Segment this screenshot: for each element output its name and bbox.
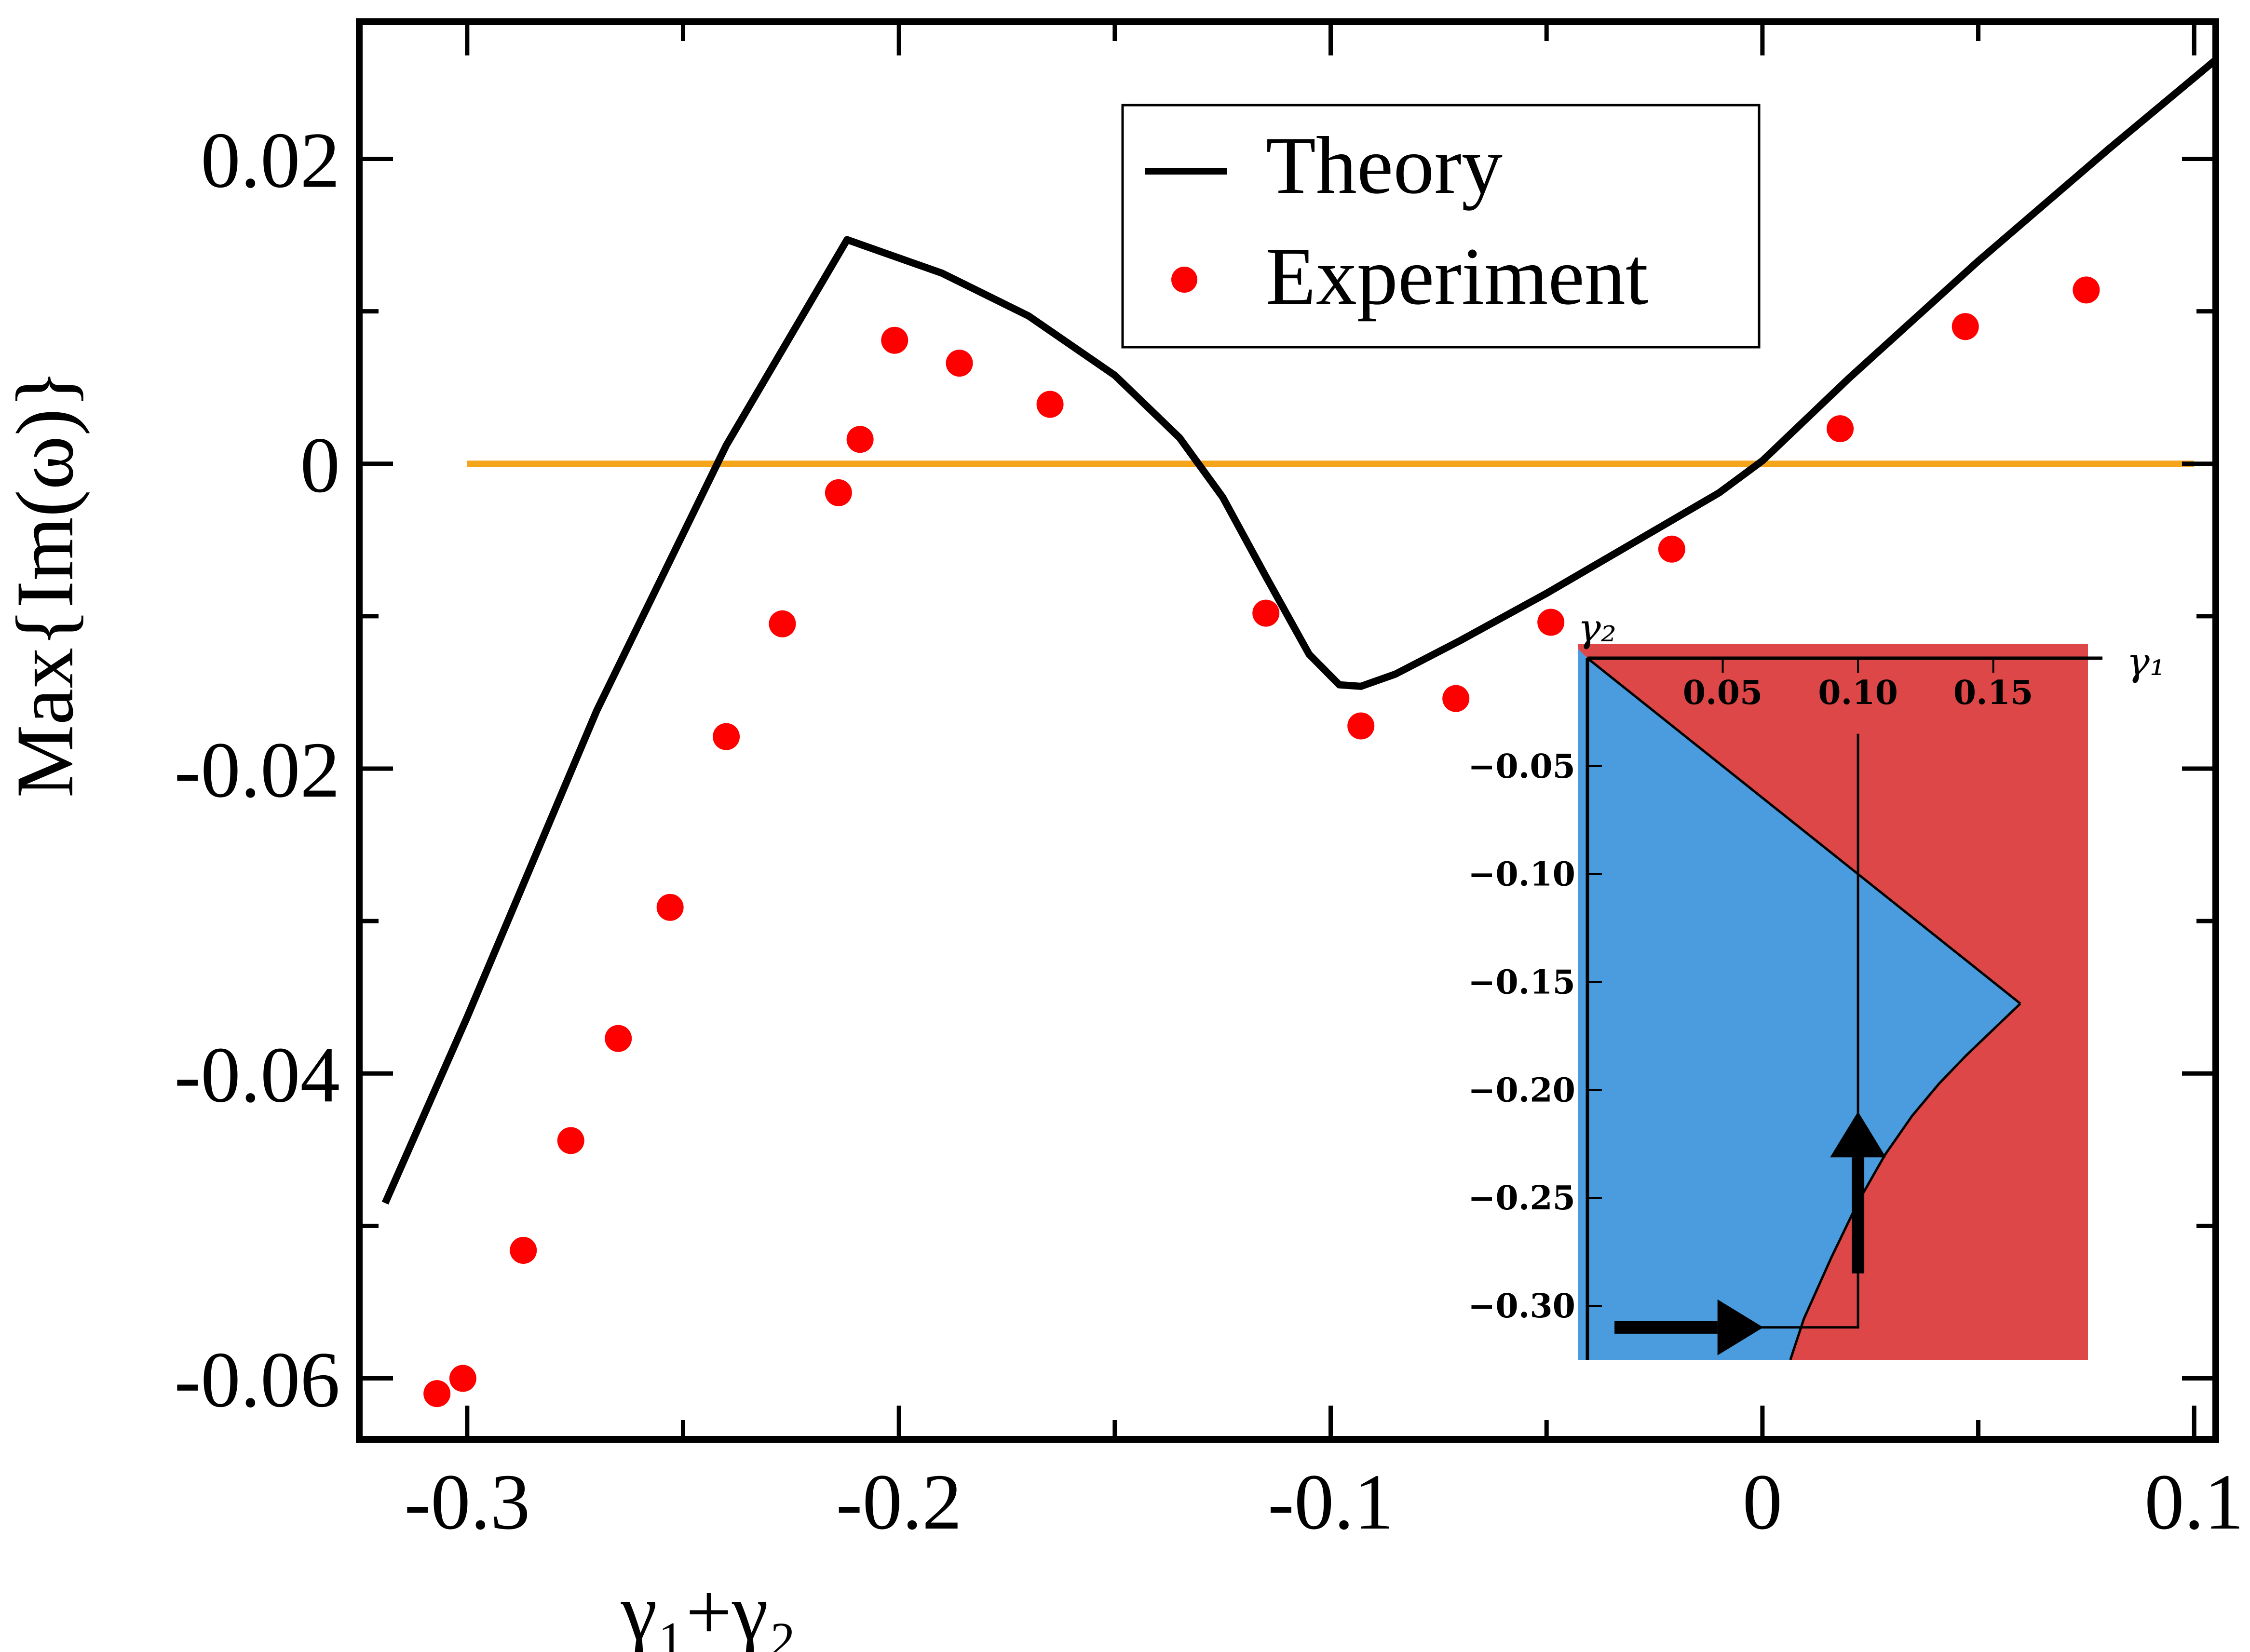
inset-arrow-vertical-head — [1830, 1111, 1886, 1158]
experiment-point — [881, 326, 908, 354]
experiment-point — [1347, 712, 1375, 740]
x-tick-label: 0.1 — [2144, 1458, 2244, 1546]
inset-stable-region — [1578, 649, 2020, 1360]
axis-labels: γ₁+γ₂ Max{Im(ω)} — [0, 369, 797, 1652]
y-tick-label: -0.04 — [174, 1030, 340, 1119]
x-tick-label: -0.3 — [404, 1458, 530, 1546]
theory-line — [381, 57, 2218, 1205]
experiment-point — [656, 894, 684, 921]
experiment-point — [1827, 415, 1854, 443]
experiment-point — [510, 1237, 537, 1264]
x-axis-label: γ₁+γ₂ — [621, 1567, 797, 1652]
inset-x-tick-label: 0.15 — [1953, 674, 2033, 712]
experiment-point — [946, 350, 973, 377]
inset-y-tick-label: −0.25 — [1468, 1179, 1575, 1218]
y-tick-label: -0.02 — [174, 726, 340, 814]
inset-x-tick-label: 0.10 — [1818, 674, 1898, 712]
x-tick-label: -0.1 — [1268, 1458, 1394, 1546]
inset-y-tick-label: −0.10 — [1468, 855, 1575, 894]
theory-series — [381, 57, 2218, 1205]
experiment-point — [1658, 535, 1685, 563]
inset-region-map: 0.05 0.10 0.15 −0.05 −0.10 −0.15 −0.20 −0.25 −0.… — [1468, 606, 2165, 1360]
inset-y-axis-label: γ₂ — [1578, 606, 1616, 650]
experiment-point — [2073, 276, 2100, 304]
inset-y-tick-label: −0.05 — [1468, 747, 1575, 786]
inset-boundary-upper — [1586, 657, 2021, 1005]
y-axis-label: Max{Im(ω)} — [0, 369, 90, 798]
experiment-point — [423, 1380, 451, 1408]
x-tick-label: -0.2 — [836, 1458, 962, 1546]
experiment-point — [605, 1025, 632, 1052]
inset-y-tick-label: −0.30 — [1468, 1287, 1575, 1326]
legend-experiment-swatch — [1171, 267, 1197, 293]
experiment-point — [713, 723, 740, 750]
inset-y-tick-label: −0.15 — [1468, 963, 1575, 1002]
inset-y-tick-label: −0.20 — [1468, 1071, 1575, 1110]
experiment-point — [557, 1127, 584, 1154]
inset-arrow-horizontal-head — [1717, 1299, 1763, 1355]
experiment-point — [1952, 313, 1979, 340]
experiment-point — [825, 479, 852, 506]
experiment-point — [769, 610, 796, 637]
y-tick-label: 0 — [300, 421, 340, 509]
plot-frame — [356, 18, 2219, 1443]
experiment-point — [1036, 391, 1064, 418]
y-tick-label: 0.02 — [201, 116, 340, 204]
y-tick-label: -0.06 — [174, 1336, 340, 1424]
experiment-point — [449, 1365, 476, 1392]
x-tick-label: 0 — [1743, 1458, 1783, 1546]
legend-theory-label: Theory — [1266, 120, 1503, 211]
experiment-point — [1252, 599, 1280, 627]
plot-frame-rect — [356, 18, 2219, 1443]
experiment-point — [846, 426, 874, 453]
inset-x-tick-label: 0.05 — [1683, 674, 1763, 712]
experiment-point — [1442, 685, 1470, 712]
tick-layer: -0.3 -0.2 -0.1 0 0.1 -0.06 -0.04 -0.02 0 0.02 — [174, 22, 2244, 1546]
experiment-point — [1537, 609, 1565, 636]
experiment-series — [423, 276, 2100, 1408]
legend-box — [1121, 104, 1761, 349]
legend-experiment-label: Experiment — [1266, 231, 1648, 322]
legend: Theory Experiment — [1121, 104, 1761, 349]
inset-x-axis-label: γ₁ — [2127, 639, 2165, 684]
inset-boundary-lower — [1789, 1002, 2021, 1360]
